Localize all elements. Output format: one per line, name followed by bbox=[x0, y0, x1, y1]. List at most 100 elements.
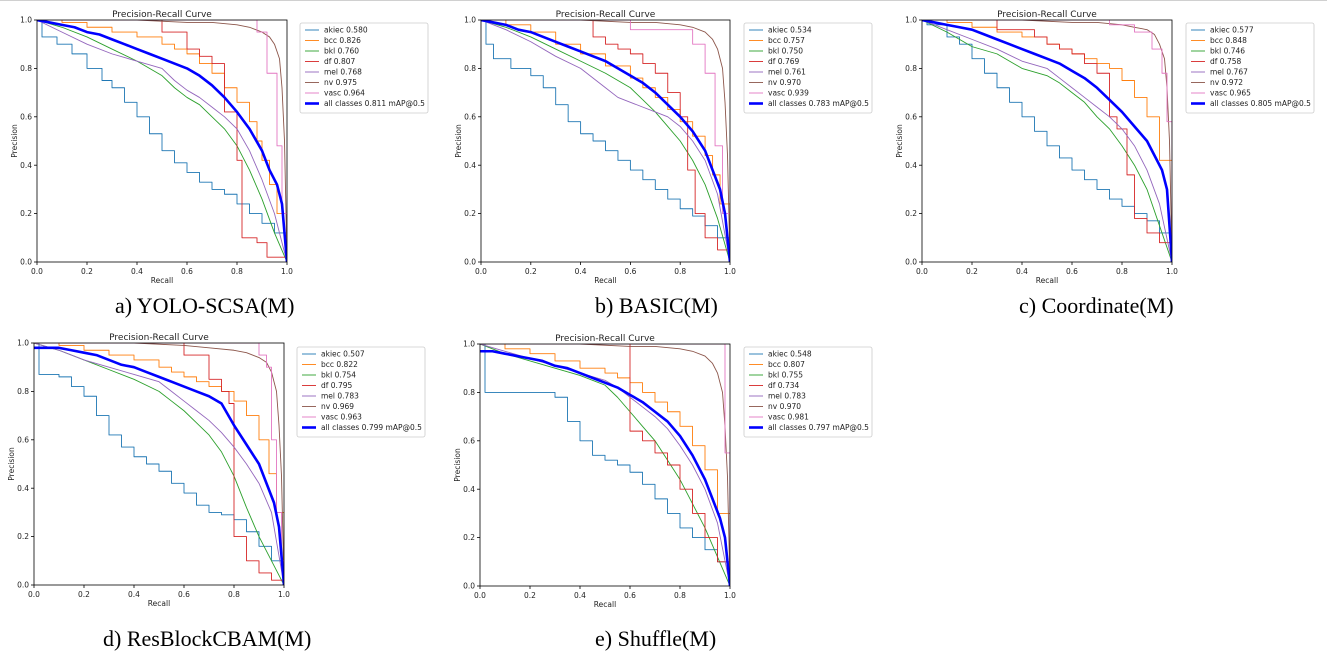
legend-label-4: mel 0.783 bbox=[321, 392, 359, 401]
x-tick-label: 0.2 bbox=[81, 267, 93, 276]
axes-frame bbox=[480, 19, 731, 263]
legend-label-3: df 0.807 bbox=[324, 57, 355, 66]
legend-label-2: bkl 0.754 bbox=[321, 371, 356, 380]
y-tick-label: 0.4 bbox=[464, 161, 476, 170]
x-tick-label: 0.2 bbox=[78, 590, 90, 599]
pr-curve-chart-c: 0.0 0.2 0.4 0.6 0.8 1.0 0.0 0.2 0.4 0.6 0.8 1.0 Prec… bbox=[895, 10, 1315, 285]
x-axis-label: Recall bbox=[1036, 276, 1058, 285]
pr-series-line-2 bbox=[480, 344, 730, 586]
pr-series-line-2 bbox=[37, 20, 287, 262]
chart-panel-c: 0.0 0.2 0.4 0.6 0.8 1.0 0.0 0.2 0.4 0.6 0.8 1.0 Prec… bbox=[882, 5, 1322, 329]
legend-label-4: mel 0.767 bbox=[1210, 68, 1248, 77]
y-tick-label: 0.6 bbox=[463, 436, 475, 445]
legend-label-3: df 0.769 bbox=[768, 57, 799, 66]
y-tick-label: 0.0 bbox=[464, 258, 476, 267]
pr-series-line-2 bbox=[481, 20, 730, 262]
panel-caption-a: a) YOLO-SCSA(M) bbox=[115, 293, 295, 318]
x-tick-label: 0.0 bbox=[474, 591, 486, 600]
legend-label-2: bkl 0.746 bbox=[1210, 47, 1245, 56]
y-tick-label: 0.8 bbox=[463, 388, 475, 397]
y-tick-label: 0.4 bbox=[17, 484, 29, 493]
series-group bbox=[480, 344, 730, 586]
top-border-line bbox=[0, 0, 1327, 1]
axes-frame bbox=[921, 19, 1173, 263]
pr-series-line-4 bbox=[34, 343, 284, 585]
pr-series-line-3 bbox=[481, 20, 730, 262]
y-tick-label: 0.2 bbox=[20, 209, 32, 218]
y-axis-label: Precision bbox=[453, 448, 462, 482]
y-axis-label: Precision bbox=[7, 447, 16, 481]
pr-series-line-1 bbox=[34, 343, 284, 585]
pr-series-line-0 bbox=[481, 20, 730, 262]
x-tick-label: 0.2 bbox=[966, 267, 978, 276]
legend-label-3: df 0.734 bbox=[768, 381, 799, 390]
x-tick-label: 1.0 bbox=[281, 267, 293, 276]
x-tick-label: 1.0 bbox=[1166, 267, 1178, 276]
series-group bbox=[37, 20, 287, 262]
pr-series-line-4 bbox=[481, 20, 730, 262]
legend-label-1: bcc 0.848 bbox=[1210, 36, 1247, 45]
legend-label-6: vasc 0.963 bbox=[321, 413, 362, 422]
axes-frame bbox=[36, 19, 288, 263]
pr-series-line-0 bbox=[480, 344, 730, 586]
x-tick-label: 0.8 bbox=[228, 590, 240, 599]
x-tick-label: 0.4 bbox=[574, 591, 586, 600]
x-tick-label: 0.8 bbox=[1116, 267, 1128, 276]
legend-label-4: mel 0.783 bbox=[768, 392, 806, 401]
legend-label-7: all classes 0.783 mAP@0.5 bbox=[768, 99, 869, 108]
x-tick-label: 0.6 bbox=[1066, 267, 1078, 276]
chart-panel-d: 0.0 0.2 0.4 0.6 0.8 1.0 0.0 0.2 0.4 0.6 0.8 1.0 Prec… bbox=[0, 329, 440, 653]
y-tick-label: 0.2 bbox=[17, 532, 29, 541]
legend-label-5: nv 0.970 bbox=[768, 78, 801, 87]
chart-panel-e: 0.0 0.2 0.4 0.6 0.8 1.0 0.0 0.2 0.4 0.6 0.8 1.0 Prec… bbox=[441, 329, 881, 653]
pr-curve-chart-d: 0.0 0.2 0.4 0.6 0.8 1.0 0.0 0.2 0.4 0.6 0.8 1.0 Prec… bbox=[7, 333, 426, 608]
y-axis-label: Precision bbox=[895, 124, 904, 158]
legend-box bbox=[299, 22, 429, 114]
legend-label-1: bcc 0.757 bbox=[768, 36, 805, 45]
y-tick-label: 0.8 bbox=[464, 64, 476, 73]
legend-label-0: akiec 0.548 bbox=[768, 350, 812, 359]
pr-series-line-3 bbox=[37, 20, 287, 262]
pr-series-line-6 bbox=[481, 20, 730, 262]
x-axis-label: Recall bbox=[594, 600, 616, 609]
y-tick-label: 0.6 bbox=[464, 112, 476, 121]
pr-series-line-3 bbox=[34, 343, 284, 585]
x-tick-label: 0.6 bbox=[624, 267, 636, 276]
x-tick-label: 0.6 bbox=[178, 590, 190, 599]
x-tick-label: 0.6 bbox=[181, 267, 193, 276]
y-tick-label: 0.6 bbox=[905, 112, 917, 121]
x-tick-label: 0.4 bbox=[131, 267, 143, 276]
legend-label-3: df 0.795 bbox=[321, 381, 352, 390]
chart-title: Precision-Recall Curve bbox=[112, 10, 212, 20]
legend-label-7: all classes 0.805 mAP@0.5 bbox=[1210, 99, 1311, 108]
y-tick-label: 0.0 bbox=[905, 258, 917, 267]
legend-label-1: bcc 0.807 bbox=[768, 360, 805, 369]
x-tick-label: 0.8 bbox=[674, 267, 686, 276]
panel-caption-d: d) ResBlockCBAM(M) bbox=[103, 626, 312, 651]
panel-caption-e: e) Shuffle(M) bbox=[595, 626, 717, 651]
legend-label-1: bcc 0.826 bbox=[324, 36, 361, 45]
legend-label-5: nv 0.975 bbox=[324, 78, 357, 87]
x-tick-label: 0.0 bbox=[475, 267, 487, 276]
x-tick-label: 0.8 bbox=[231, 267, 243, 276]
x-axis-label: Recall bbox=[594, 276, 616, 285]
y-tick-label: 1.0 bbox=[464, 16, 476, 25]
y-tick-label: 1.0 bbox=[463, 340, 475, 349]
legend-label-0: akiec 0.507 bbox=[321, 350, 365, 359]
x-tick-label: 0.0 bbox=[31, 267, 43, 276]
legend-label-2: bkl 0.755 bbox=[768, 371, 803, 380]
y-tick-label: 0.8 bbox=[905, 64, 917, 73]
panel-caption-b: b) BASIC(M) bbox=[595, 293, 718, 318]
legend-label-0: akiec 0.580 bbox=[324, 26, 368, 35]
x-axis-label: Recall bbox=[148, 599, 170, 608]
y-tick-label: 0.6 bbox=[20, 112, 32, 121]
pr-series-line-0 bbox=[34, 343, 284, 585]
y-tick-label: 0.0 bbox=[17, 581, 29, 590]
pr-series-line-2 bbox=[34, 343, 284, 585]
legend-label-0: akiec 0.577 bbox=[1210, 26, 1254, 35]
chart-title: Precision-Recall Curve bbox=[556, 10, 656, 20]
pr-series-line-4 bbox=[37, 20, 287, 262]
